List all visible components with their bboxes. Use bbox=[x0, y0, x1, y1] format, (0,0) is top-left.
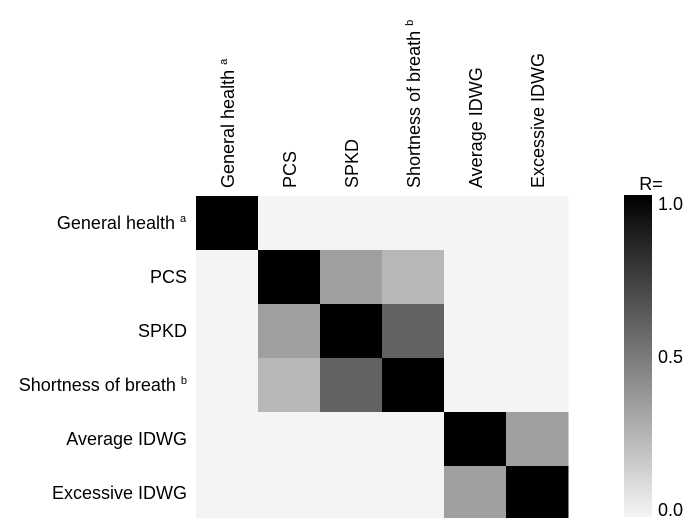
heatmap-cell-r5-c4 bbox=[444, 466, 507, 518]
heatmap-cell-r1-c5 bbox=[506, 250, 569, 305]
heatmap-cell-r4-c3 bbox=[382, 412, 445, 467]
heatmap-cell-r0-c5 bbox=[506, 196, 569, 251]
heatmap-cell-r1-c3 bbox=[382, 250, 445, 305]
heatmap-cell-r5-c2 bbox=[320, 466, 383, 518]
heatmap-cell-r1-c0 bbox=[196, 250, 259, 305]
heatmap-cell-r2-c4 bbox=[444, 304, 507, 359]
heatmap-cell-r3-c2 bbox=[320, 358, 383, 413]
colorbar-title: R= bbox=[639, 174, 663, 194]
heatmap-cell-r0-c2 bbox=[320, 196, 383, 251]
colorbar-tick-0: 1.0 bbox=[658, 194, 683, 214]
heatmap-cell-r3-c5 bbox=[506, 358, 569, 413]
heatmap-cell-r2-c3 bbox=[382, 304, 445, 359]
heatmap-cell-r1-c2 bbox=[320, 250, 383, 305]
heatmap-cell-r4-c5 bbox=[506, 412, 569, 467]
heatmap-cell-r1-c1 bbox=[258, 250, 321, 305]
row-label-0: General health a bbox=[57, 213, 187, 233]
heatmap-cell-r2-c5 bbox=[506, 304, 569, 359]
heatmap-cell-r3-c1 bbox=[258, 358, 321, 413]
heatmap-cell-r4-c1 bbox=[258, 412, 321, 467]
row-label-4: Average IDWG bbox=[66, 429, 187, 449]
heatmap-cell-r3-c0 bbox=[196, 358, 259, 413]
row-label-2: SPKD bbox=[138, 321, 187, 341]
heatmap-cell-r2-c1 bbox=[258, 304, 321, 359]
heatmap-cell-r2-c2 bbox=[320, 304, 383, 359]
heatmap-cell-r0-c1 bbox=[258, 196, 321, 251]
heatmap-cell-r5-c5 bbox=[506, 466, 569, 518]
column-labels: General healtha PCS SPKD Shortness of breat… bbox=[218, 20, 548, 188]
colorbar-gradient bbox=[624, 195, 652, 517]
heatmap-cell-r3-c3 bbox=[382, 358, 445, 413]
heatmap-cell-r0-c4 bbox=[444, 196, 507, 251]
row-label-3: Shortness of breath b bbox=[19, 375, 187, 395]
heatmap-cell-r4-c0 bbox=[196, 412, 259, 467]
row-label-1: PCS bbox=[150, 267, 187, 287]
colorbar-ticks: 1.0 0.5 0.0 bbox=[658, 194, 683, 518]
heatmap-cell-r4-c2 bbox=[320, 412, 383, 467]
column-label-4: Average IDWG bbox=[466, 67, 486, 188]
column-label-3: Shortness of breathb bbox=[404, 20, 424, 188]
heatmap-cell-r5-c0 bbox=[196, 466, 259, 518]
heatmap-cell-r3-c4 bbox=[444, 358, 507, 413]
heatmap-cell-r4-c4 bbox=[444, 412, 507, 467]
heatmap-cell-r0-c3 bbox=[382, 196, 445, 251]
row-labels: General health a PCS SPKD Shortness of breat… bbox=[19, 213, 187, 503]
heatmap-cell-r1-c4 bbox=[444, 250, 507, 305]
heatmap-cell-r0-c0 bbox=[196, 196, 259, 251]
colorbar-tick-1: 0.5 bbox=[658, 347, 683, 367]
column-label-5: Excessive IDWG bbox=[528, 53, 548, 188]
row-label-5: Excessive IDWG bbox=[52, 483, 187, 503]
column-label-1: PCS bbox=[280, 151, 300, 188]
colorbar: R= 1.0 0.5 0.0 bbox=[624, 174, 683, 518]
heatmap-cell-r5-c1 bbox=[258, 466, 321, 518]
heatmap-cell-r5-c3 bbox=[382, 466, 445, 518]
colorbar-tick-2: 0.0 bbox=[658, 500, 683, 518]
column-label-2: SPKD bbox=[342, 139, 362, 188]
heatmap-cells bbox=[196, 196, 569, 518]
heatmap-cell-r2-c0 bbox=[196, 304, 259, 359]
column-label-0: General healtha bbox=[218, 58, 238, 188]
